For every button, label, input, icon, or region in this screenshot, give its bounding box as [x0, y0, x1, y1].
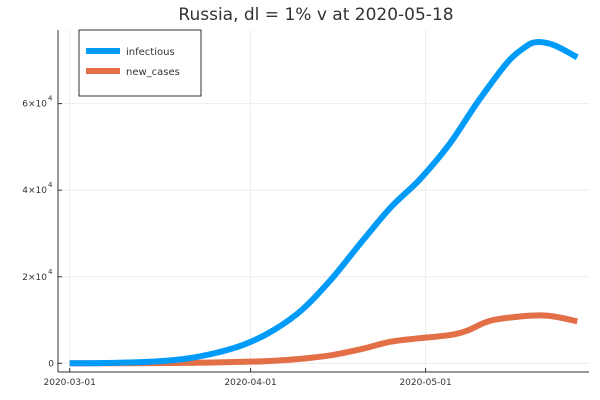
x-tick-label: 2020-04-01: [224, 378, 276, 388]
y-tick-label: 6×10: [22, 100, 47, 110]
ticks: 2020-03-01 2020-04-01 2020-05-0102×1044×10…: [22, 95, 452, 388]
x-tick-label: 2020-03-01: [44, 378, 96, 388]
series-layer: [69, 39, 579, 367]
y-tick-label: 4×10: [22, 186, 47, 196]
y-tick-exponent: 4: [48, 268, 53, 276]
y-tick-exponent: 4: [48, 95, 53, 103]
x-tick-label: 2020-05-01: [399, 378, 451, 388]
legend-box: [78, 29, 202, 97]
y-tick-exponent: 4: [48, 181, 53, 189]
series-line-new-cases: [69, 312, 578, 367]
y-tick-label: 2×10: [22, 273, 47, 283]
axes: [57, 30, 589, 373]
series-line-infectious: [69, 39, 579, 367]
legend-label-infectious: infectious: [126, 47, 175, 58]
legend: infectious new_cases: [78, 29, 202, 97]
chart-title: Russia, dl = 1% v at 2020-05-18: [178, 5, 453, 25]
legend-label-new-cases: new_cases: [126, 67, 180, 78]
y-tick-label: 0: [48, 359, 54, 369]
